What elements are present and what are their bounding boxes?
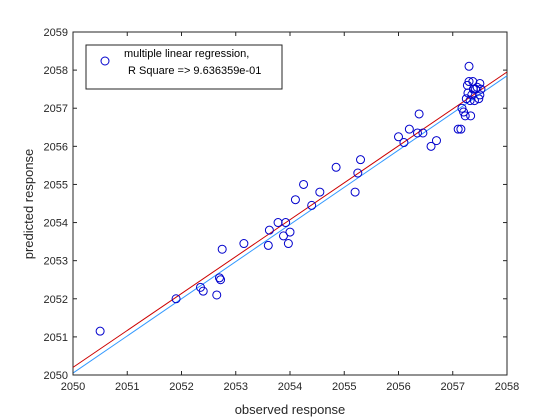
data-point <box>281 218 291 228</box>
x-tick-label: 2056 <box>386 381 410 393</box>
data-point <box>414 109 424 119</box>
y-axis-label: predicted response <box>21 149 36 260</box>
x-axis-label: observed response <box>235 402 346 417</box>
x-tick-label: 2054 <box>278 381 302 393</box>
data-point <box>278 231 288 241</box>
data-point <box>431 136 441 146</box>
data-point <box>476 84 486 94</box>
x-tick-label: 2051 <box>115 381 139 393</box>
data-point <box>239 239 249 249</box>
fit-line <box>72 71 508 368</box>
data-point <box>217 244 227 254</box>
data-point <box>412 128 422 138</box>
data-point <box>465 96 475 106</box>
y-tick-label: 2052 <box>44 294 68 306</box>
x-tick-label: 2050 <box>61 381 85 393</box>
data-point <box>95 326 105 336</box>
data-point <box>171 294 181 304</box>
data-point <box>464 61 474 71</box>
identity-line <box>72 75 508 374</box>
legend-label-line1: multiple linear regression, <box>124 48 249 60</box>
data-point <box>283 239 293 249</box>
data-point <box>404 124 414 134</box>
y-tick-label: 2053 <box>44 256 68 268</box>
data-point <box>198 286 208 296</box>
data-point <box>460 111 470 121</box>
data-point <box>469 96 479 106</box>
data-point <box>214 273 224 283</box>
regression-lines <box>72 71 508 374</box>
data-point <box>307 200 317 210</box>
data-point <box>216 275 226 285</box>
data-point <box>353 168 363 178</box>
data-point <box>466 111 476 121</box>
data-point <box>263 240 273 250</box>
data-point <box>394 132 403 142</box>
x-tick-label: 2055 <box>332 381 356 393</box>
x-tick-label: 2053 <box>224 381 248 393</box>
data-point <box>350 187 360 197</box>
data-point <box>331 162 341 172</box>
x-tick-label: 2058 <box>495 381 519 393</box>
data-point <box>464 77 474 87</box>
data-point <box>264 225 274 235</box>
data-point <box>453 124 463 134</box>
y-tick-label: 2054 <box>44 218 68 230</box>
y-tick-label: 2058 <box>44 65 68 77</box>
x-tick-label: 2057 <box>441 381 465 393</box>
x-axis-ticks: 2050 2051 2052 2053 2054 2055 2056 2057 2058 <box>61 32 519 393</box>
data-point <box>475 78 485 88</box>
data-point <box>474 94 484 104</box>
data-point <box>426 141 436 151</box>
data-point <box>356 155 366 165</box>
data-point <box>471 84 481 94</box>
data-point <box>418 128 428 138</box>
data-point <box>399 138 409 148</box>
data-point <box>290 195 300 205</box>
x-tick-label: 2052 <box>169 381 193 393</box>
y-tick-label: 2059 <box>44 27 68 39</box>
y-tick-label: 2055 <box>44 179 68 191</box>
legend-box <box>85 44 283 90</box>
data-point <box>299 179 309 189</box>
data-points <box>95 61 486 336</box>
legend-label-line2: R Square => 9.636359e-01 <box>128 65 261 77</box>
data-point <box>475 90 485 100</box>
legend: multiple linear regression, R Square => … <box>85 44 283 90</box>
data-point <box>315 187 325 197</box>
y-tick-label: 2057 <box>44 103 68 115</box>
y-axis-ticks: 2050 2051 2052 2053 2054 2055 2056 2057 2058 2059 <box>44 27 507 382</box>
y-tick-label: 2056 <box>44 141 68 153</box>
data-point <box>456 124 466 134</box>
y-tick-label: 2051 <box>44 332 68 344</box>
y-tick-label: 2050 <box>44 370 68 382</box>
data-point <box>285 227 295 237</box>
legend-marker-icon <box>100 56 110 66</box>
data-point <box>212 290 222 300</box>
